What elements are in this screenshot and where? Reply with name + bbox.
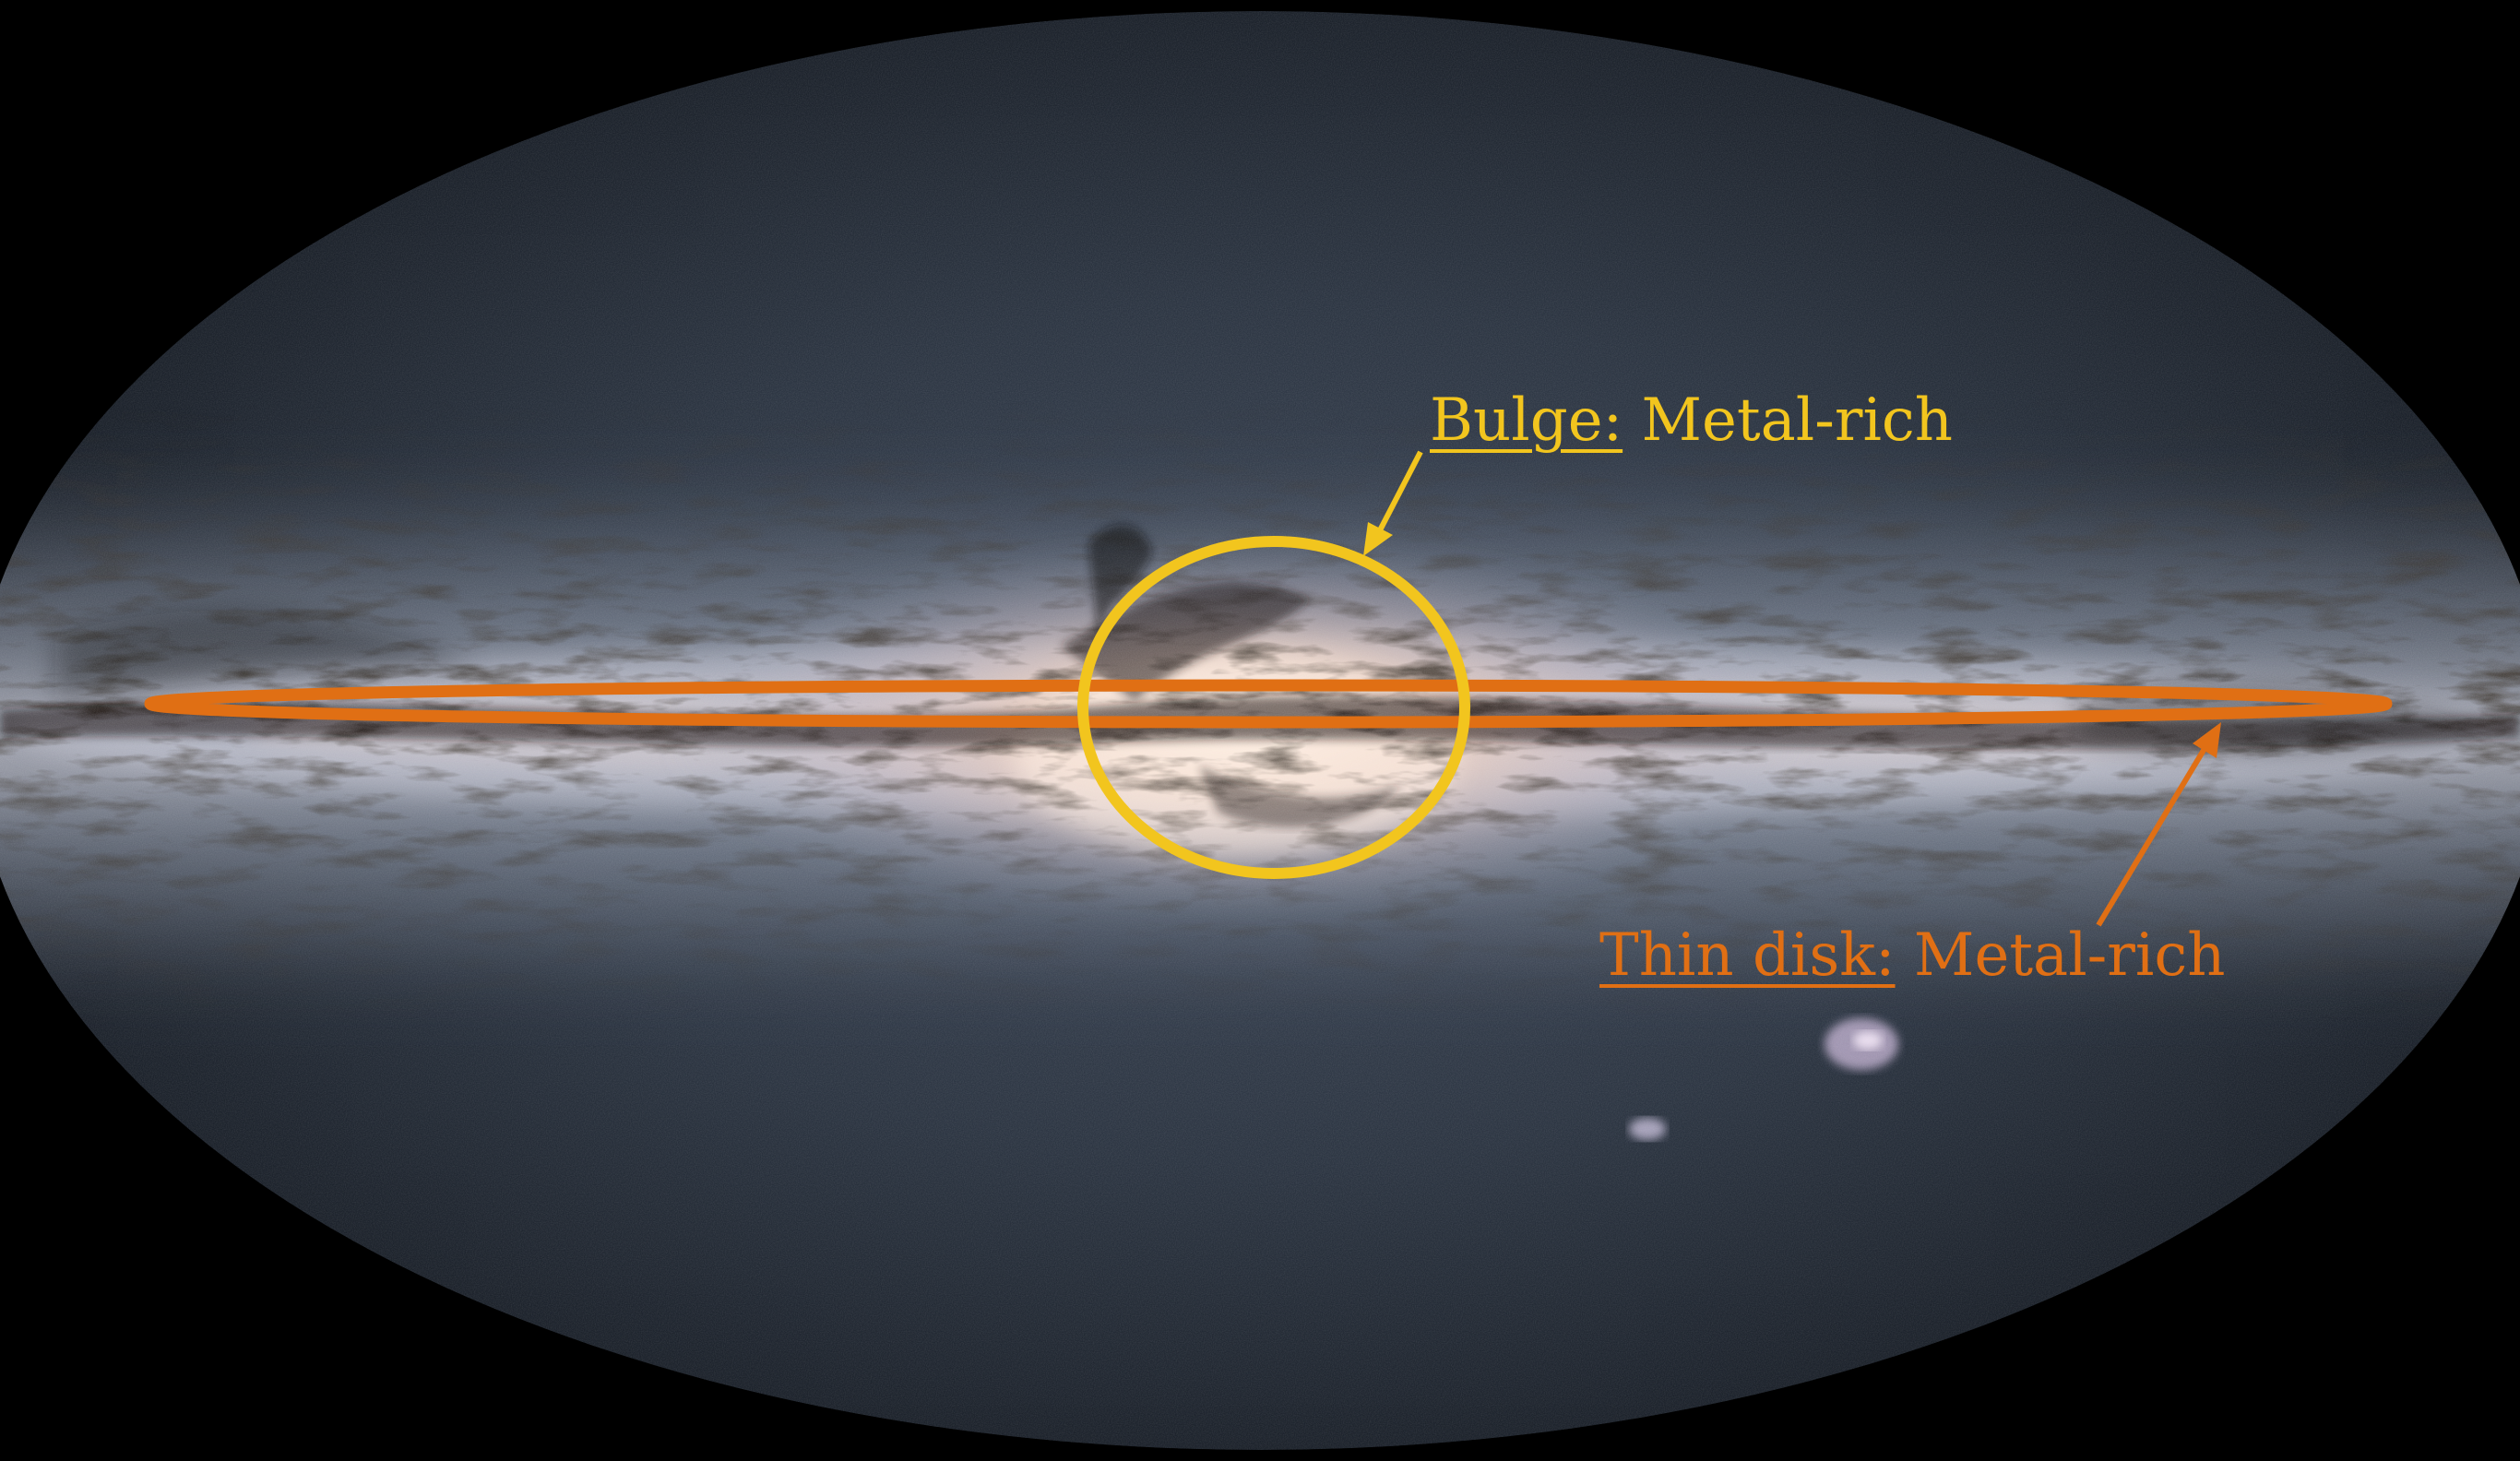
thin-disk-region-text: Thin disk: (1599, 921, 1896, 990)
thin-disk-label: Thin disk: Metal-rich (1599, 926, 2225, 985)
bulge-arrow (1363, 450, 1423, 556)
bulge-region-text: Bulge: (1430, 386, 1623, 455)
thin-disk-ellipse (144, 679, 2393, 729)
thin-disk-arrow (2096, 722, 2221, 927)
bulge-property-text: Metal-rich (1623, 386, 1953, 455)
bulge-label: Bulge: Metal-rich (1430, 391, 1953, 450)
bulge-circle (1077, 536, 1470, 879)
thin-disk-property-text: Metal-rich (1895, 921, 2226, 990)
